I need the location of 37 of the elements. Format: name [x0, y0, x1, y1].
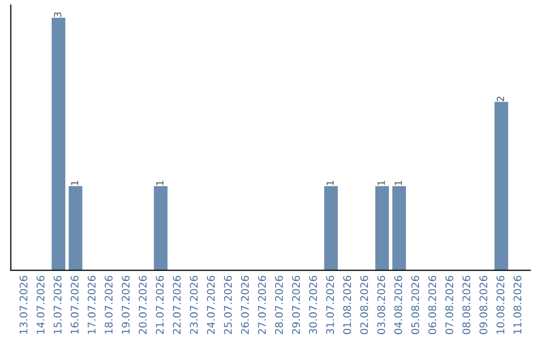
- x-tick-label: 28.07.2026: [275, 276, 283, 334]
- data-label: 1: [71, 180, 78, 186]
- data-label: 1: [326, 180, 334, 186]
- data-label: 2: [496, 96, 504, 102]
- x-tick-label: 15.07.2026: [54, 276, 62, 334]
- x-tick-label: 18.07.2026: [104, 276, 113, 334]
- x-tick-label: 06.08.2026: [428, 276, 436, 334]
- x-tick-label: 05.08.2026: [411, 276, 420, 334]
- x-tick-label: 11.08.2026: [514, 276, 522, 334]
- data-label: 3: [54, 12, 62, 17]
- x-tick-label: 09.08.2026: [479, 276, 488, 334]
- x-tick-label: 23.07.2026: [190, 276, 198, 334]
- x-tick-label: 31.07.2026: [326, 276, 334, 334]
- data-label: 1: [378, 180, 385, 186]
- x-tick-label: 14.07.2026: [36, 276, 44, 334]
- x-tick-label: 01.08.2026: [343, 276, 352, 334]
- x-tick-label: 03.08.2026: [377, 276, 386, 334]
- x-tick-label: 10.08.2026: [496, 276, 504, 334]
- x-tick-label: 29.07.2026: [292, 276, 300, 334]
- x-tick-label: 17.07.2026: [88, 276, 96, 334]
- x-tick-label: 20.07.2026: [138, 276, 147, 334]
- x-tick-label: 21.07.2026: [156, 276, 164, 334]
- x-tick-label: 22.07.2026: [172, 276, 181, 334]
- x-tick-label: 26.07.2026: [240, 276, 249, 334]
- data-label: 1: [394, 180, 402, 186]
- x-tick-label: 27.07.2026: [258, 276, 266, 334]
- x-tick-label: 02.08.2026: [360, 276, 368, 334]
- x-tick-label: 25.07.2026: [224, 276, 232, 334]
- x-tick-label: 07.08.2026: [445, 276, 454, 334]
- x-tick-label: 19.07.2026: [122, 276, 130, 334]
- x-tick-label: 08.08.2026: [462, 276, 470, 334]
- data-label: 1: [156, 180, 164, 186]
- x-tick-label: 30.07.2026: [309, 276, 317, 334]
- x-tick-label: 13.07.2026: [20, 276, 28, 334]
- x-tick-label: 24.07.2026: [206, 276, 215, 334]
- x-tick-label: 04.08.2026: [394, 276, 402, 334]
- x-tick-label: 16.07.2026: [70, 276, 79, 334]
